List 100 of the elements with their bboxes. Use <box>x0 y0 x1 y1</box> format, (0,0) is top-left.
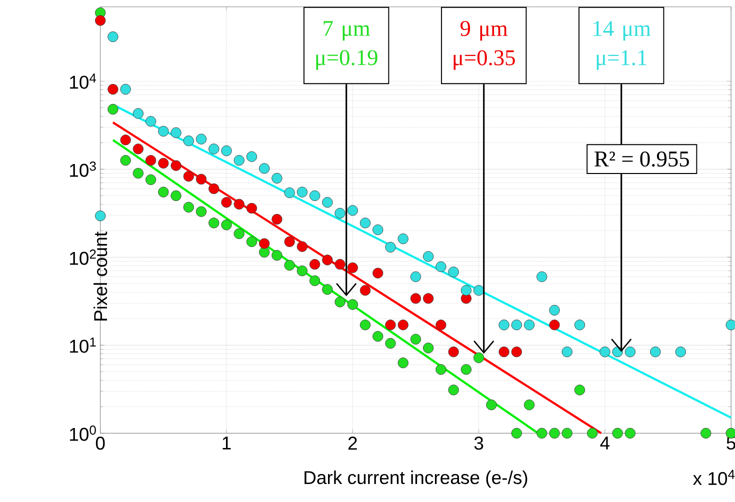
point <box>208 184 220 194</box>
y-tick-label: 10$^{3}$ <box>70 162 96 178</box>
point <box>120 84 131 95</box>
point <box>398 358 408 368</box>
point <box>612 428 623 439</box>
point <box>272 250 282 261</box>
point <box>372 268 384 279</box>
point <box>234 155 244 166</box>
point <box>524 320 535 330</box>
point <box>296 241 308 252</box>
point <box>360 285 371 296</box>
point <box>536 272 548 282</box>
point <box>259 247 270 258</box>
point <box>574 320 586 330</box>
point <box>108 104 118 115</box>
point <box>334 259 346 270</box>
point <box>473 352 484 364</box>
point <box>322 254 333 266</box>
point <box>108 32 118 42</box>
point <box>284 188 295 198</box>
point <box>196 134 207 145</box>
point <box>624 428 636 439</box>
point <box>410 272 422 282</box>
point <box>95 15 106 26</box>
point <box>360 218 371 228</box>
point <box>208 144 220 154</box>
point <box>284 260 295 271</box>
point <box>524 400 535 410</box>
point <box>549 305 560 316</box>
point <box>158 158 169 169</box>
point <box>486 400 497 410</box>
point <box>95 210 106 222</box>
text: x 10$^{4}$ <box>693 470 735 486</box>
y-tick-label: 10$^{4}$ <box>70 74 96 89</box>
point <box>562 428 572 439</box>
point <box>246 151 258 162</box>
point <box>410 334 422 345</box>
point <box>448 346 459 358</box>
annotation: 9 μm μ=0.35 <box>454 21 515 70</box>
point <box>460 364 472 375</box>
point <box>132 168 144 179</box>
point <box>436 262 446 272</box>
point <box>309 259 320 270</box>
point <box>511 320 522 330</box>
point <box>423 251 434 262</box>
point <box>347 262 358 274</box>
point <box>385 242 396 253</box>
annotation: 7 μm μ=0.19 <box>316 21 378 70</box>
x-tick-label: 4 <box>600 436 610 450</box>
point <box>410 293 422 304</box>
point <box>208 218 220 228</box>
point <box>436 364 446 375</box>
point <box>132 144 144 154</box>
point <box>132 108 144 119</box>
point <box>183 136 194 146</box>
point <box>600 346 610 358</box>
point <box>385 338 396 349</box>
point <box>183 171 194 182</box>
point <box>170 190 182 202</box>
point <box>322 284 333 295</box>
point <box>234 228 244 240</box>
point <box>259 238 270 250</box>
point <box>334 208 346 219</box>
point <box>221 197 232 208</box>
point <box>372 331 384 342</box>
point <box>296 266 308 276</box>
x-axis-title: Dark current increase (e-/s) <box>304 470 528 488</box>
point <box>460 285 472 296</box>
point <box>334 296 346 308</box>
point <box>170 128 182 138</box>
point <box>145 174 156 186</box>
point <box>347 299 358 310</box>
point <box>511 346 522 358</box>
point <box>574 384 586 396</box>
point <box>562 346 572 358</box>
point <box>309 190 320 202</box>
point <box>549 428 560 439</box>
point <box>234 199 244 210</box>
point <box>272 173 282 184</box>
point <box>398 234 408 244</box>
point <box>145 116 156 127</box>
point <box>360 320 371 330</box>
point <box>448 266 459 278</box>
point <box>284 236 295 248</box>
point <box>196 206 207 218</box>
y-tick-label: 10$^{2}$ <box>70 250 96 266</box>
point <box>246 203 258 214</box>
point <box>221 146 232 156</box>
point <box>423 293 434 304</box>
point <box>170 160 182 172</box>
point <box>145 155 156 166</box>
point <box>158 186 169 198</box>
point <box>498 346 510 358</box>
point <box>221 220 232 230</box>
point <box>624 346 636 358</box>
point <box>586 428 598 439</box>
point <box>436 320 446 330</box>
point <box>549 320 560 330</box>
point <box>272 214 282 225</box>
point <box>423 342 434 354</box>
